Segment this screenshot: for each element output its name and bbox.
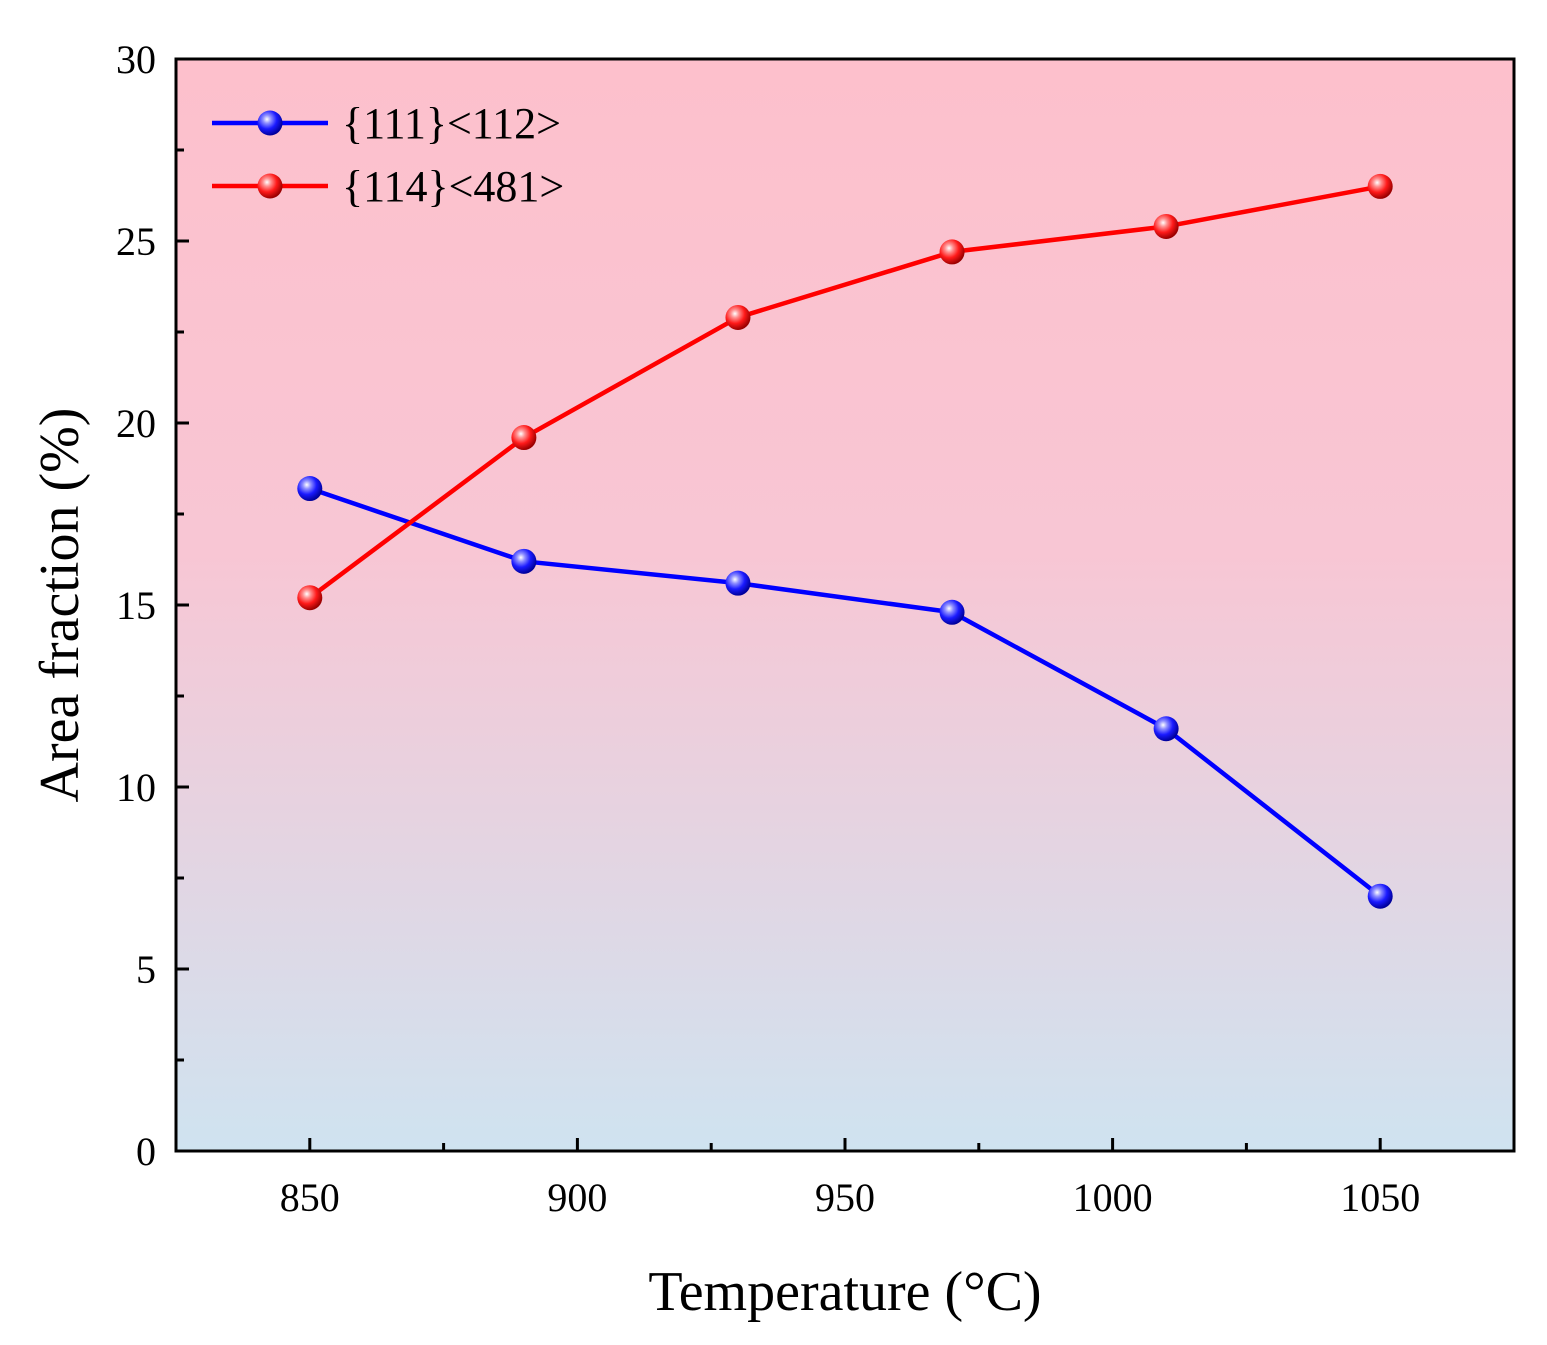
data-point <box>297 585 323 611</box>
y-tick-label: 5 <box>136 947 156 992</box>
x-tick-label: 1050 <box>1340 1175 1420 1220</box>
x-tick-label: 850 <box>280 1175 340 1220</box>
data-point <box>939 599 965 625</box>
y-axis-title: Area fraction (%) <box>29 408 91 803</box>
legend-marker <box>257 173 283 199</box>
data-point <box>725 304 751 330</box>
legend: {111}<112> {114}<481> <box>212 99 564 211</box>
y-tick-label: 15 <box>116 583 156 628</box>
series-line <box>309 486 1382 898</box>
y-tick-label: 10 <box>116 765 156 810</box>
data-point <box>1367 173 1393 199</box>
data-point <box>939 239 965 265</box>
y-tick-label: 30 <box>116 37 156 82</box>
y-tick-label: 20 <box>116 401 156 446</box>
legend-marker <box>257 110 283 136</box>
data-point <box>1153 716 1179 742</box>
legend-label: {111}<112> <box>342 99 561 148</box>
legend-entry-2: {114}<481> <box>212 162 564 211</box>
data-point <box>511 425 537 451</box>
plot-frame <box>174 57 1516 1153</box>
plot-background <box>176 59 1514 1151</box>
data-point <box>511 548 537 574</box>
x-tick-label: 950 <box>815 1175 875 1220</box>
axes-layer: 850 900 950 1000 1050 0 5 10 15 20 25 30 <box>116 37 1420 1220</box>
series-2 <box>297 173 1393 611</box>
data-point <box>1153 213 1179 239</box>
legend-entry-1: {111}<112> <box>212 99 561 148</box>
data-point <box>725 570 751 596</box>
x-tick-label: 900 <box>547 1175 607 1220</box>
data-point <box>297 476 323 502</box>
y-tick-label: 0 <box>136 1129 156 1174</box>
x-axis-title: Temperature (°C) <box>648 1261 1041 1323</box>
y-tick-label: 25 <box>116 219 156 264</box>
data-point <box>1367 883 1393 909</box>
x-tick-label: 1000 <box>1073 1175 1153 1220</box>
series-line <box>308 184 1381 600</box>
series-1 <box>297 476 1393 909</box>
series-layer <box>297 173 1393 909</box>
legend-label: {114}<481> <box>342 162 564 211</box>
